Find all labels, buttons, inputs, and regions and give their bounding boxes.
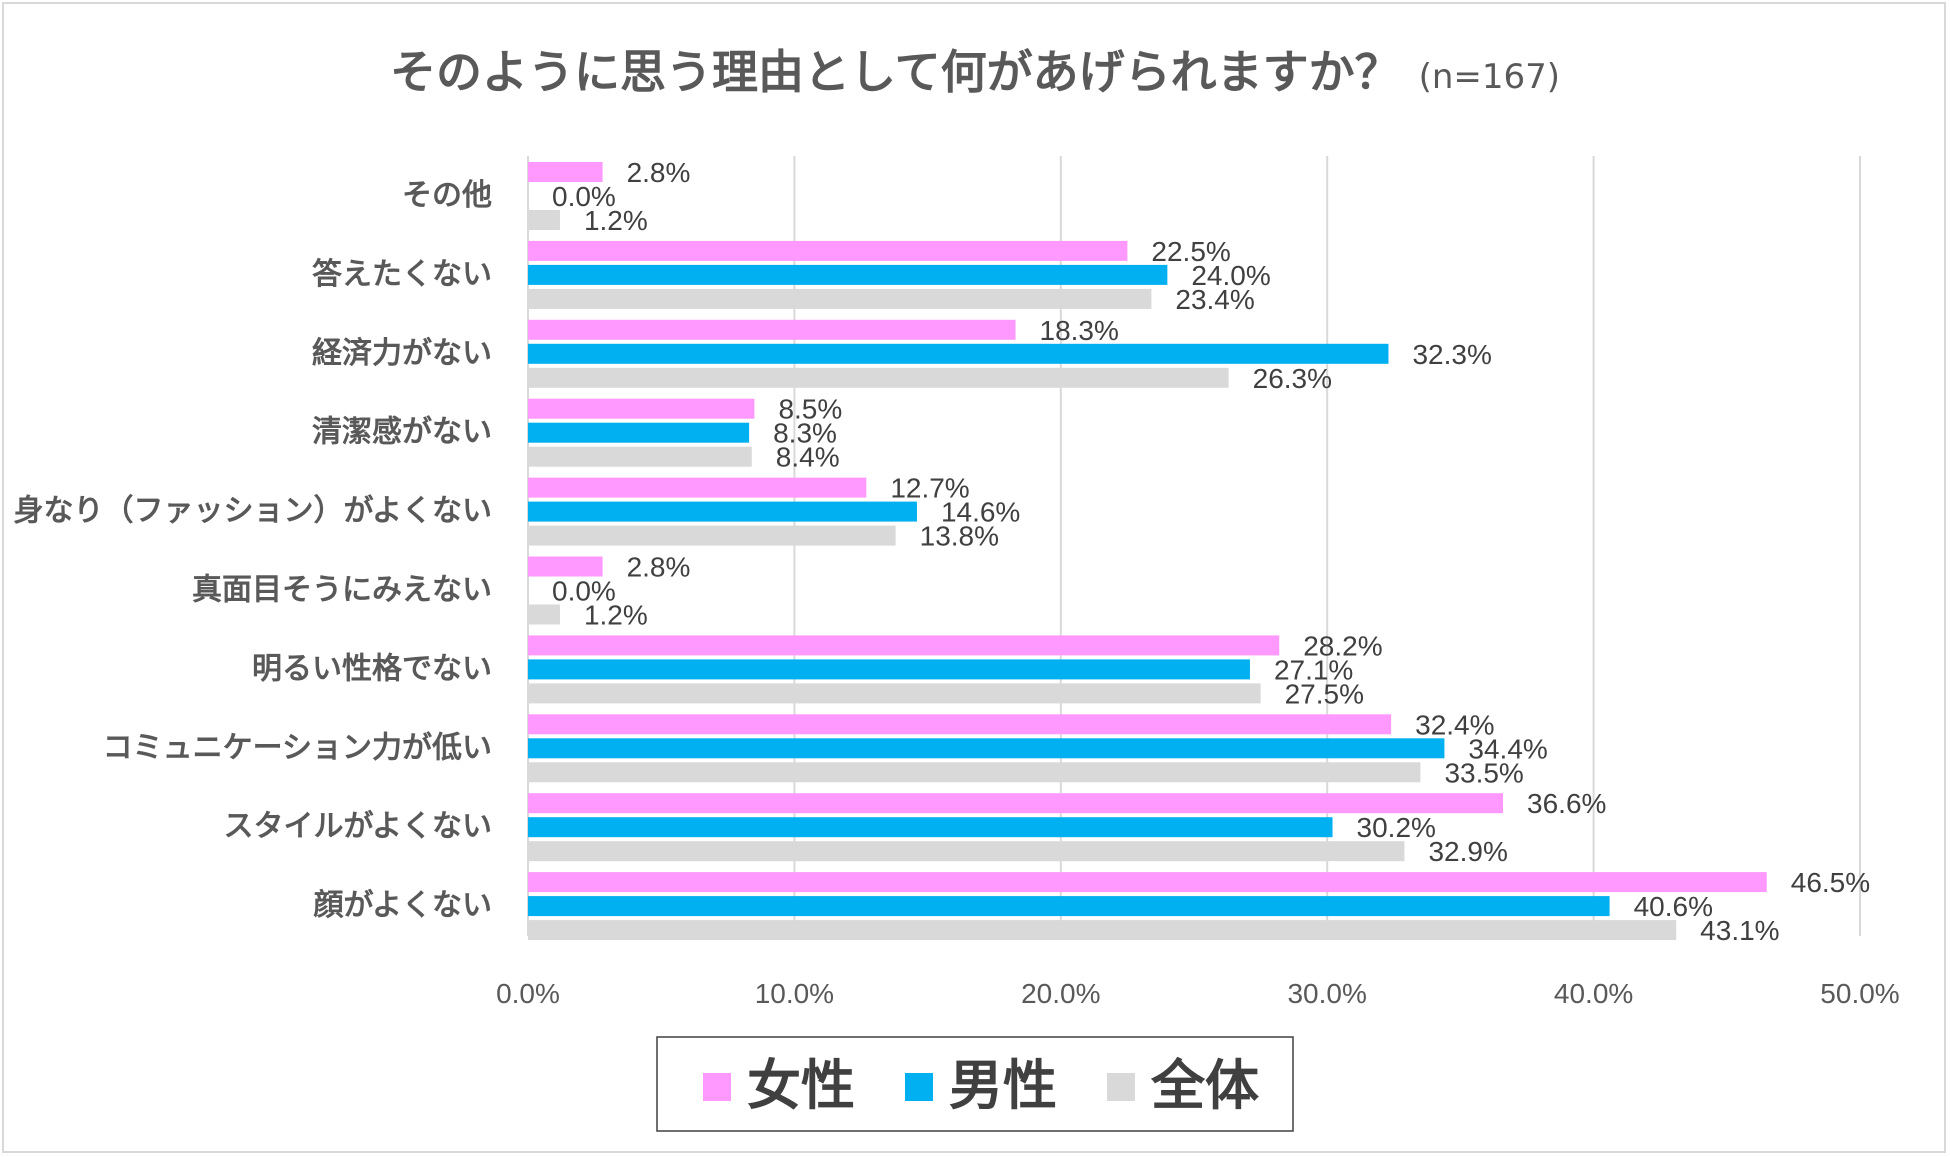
data-label-male: 32.3% [1412,339,1491,370]
category-label: スタイルがよくない [224,809,493,844]
category-label: 真面目そうにみえない [192,573,492,608]
data-label-all: 32.9% [1428,836,1507,867]
bar-all [528,841,1405,862]
chart-title-sample-size: (n=167) [1419,57,1560,97]
bar-all [528,920,1677,941]
data-label-all: 33.5% [1444,757,1523,788]
legend-box [656,1036,1294,1132]
category-label: 経済力がない [312,336,492,371]
data-label-all: 23.4% [1175,284,1254,315]
data-label-male: 34.4% [1468,733,1547,764]
data-labels: 2.8%0.0%1.2%22.5%24.0%23.4%18.3%32.3%26.… [552,157,1870,946]
category-label: 清潔感がない [312,415,492,450]
x-axis-ticks: 0.0% 10.0% 20.0% 30.0% 40.0% 50.0% [496,978,1900,1009]
bar-female [528,714,1392,735]
bar-male [528,817,1333,838]
legend-label-female: 女性 [747,1054,855,1117]
category-label: 答えたくない [312,257,492,292]
bar-all [528,604,560,625]
bar-all [528,525,896,546]
category-label: 身なり（ファッション）がよくない [14,494,493,529]
chart-title: そのように思う理由として何があげられますか？ (n=167) [390,45,1560,99]
bar-all [528,210,560,230]
legend-swatch-male [905,1073,933,1101]
legend-label-all: 全体 [1150,1054,1259,1117]
category-label: 顔がよくない [314,888,493,923]
bar-all [528,446,752,467]
bar-male [528,264,1168,285]
data-label-female: 8.5% [778,394,842,425]
legend-swatch-female [703,1073,731,1101]
data-label-male: 0.0% [552,576,616,607]
legend-item-male: 男性 [905,1054,1057,1117]
bar-all [528,762,1421,783]
data-label-female: 36.6% [1527,788,1606,819]
data-label-all: 26.3% [1253,363,1332,394]
data-label-male: 40.6% [1634,891,1713,922]
chart-title-main: そのように思う理由として何があげられますか？ [390,45,1401,99]
category-label: コミュニケーション力が低い [103,730,492,765]
data-label-all: 1.2% [584,205,648,236]
legend: 女性 男性 全体 [656,1036,1294,1132]
bar-all [528,683,1261,704]
bar-male [528,422,750,443]
data-label-male: 8.3% [773,418,837,449]
x-tick-label: 10.0% [755,978,834,1009]
bar-female [528,477,867,498]
x-tick-label: 40.0% [1554,978,1633,1009]
bar-all [528,288,1152,309]
bar-male [528,738,1445,759]
data-label-female: 28.2% [1303,630,1382,661]
legend-item-female: 女性 [703,1054,855,1117]
bar-female [528,162,603,182]
category-labels: その他答えたくない経済力がない清潔感がない身なり（ファッション）がよくない真面目… [14,178,493,923]
data-label-male: 24.0% [1191,260,1270,291]
bar-female [528,240,1128,261]
data-label-female: 32.4% [1415,709,1494,740]
category-label: その他 [402,178,492,213]
data-label-female: 12.7% [890,473,969,504]
bar-female [528,398,755,419]
bar-male [528,659,1250,680]
bar-male [528,501,917,522]
x-tick-label: 50.0% [1820,978,1899,1009]
data-label-female: 18.3% [1040,315,1119,346]
data-label-male: 27.1% [1274,654,1353,685]
data-label-female: 2.8% [627,157,691,188]
bar-female [528,793,1504,814]
data-label-male: 0.0% [552,181,616,212]
bar-all [528,367,1229,388]
data-label-female: 2.8% [627,552,691,583]
data-label-male: 30.2% [1357,812,1436,843]
bar-female [528,872,1767,893]
data-label-all: 8.4% [776,442,840,473]
bar-male [528,343,1389,364]
data-label-all: 43.1% [1700,915,1779,946]
bar-female [528,635,1280,656]
x-tick-label: 0.0% [496,978,560,1009]
bar-female [528,319,1016,340]
x-tick-label: 20.0% [1021,978,1100,1009]
data-label-all: 1.2% [584,600,648,631]
bars [528,162,1767,941]
legend-item-all: 全体 [1107,1054,1259,1117]
data-label-female: 22.5% [1151,236,1230,267]
bar-female [528,556,603,577]
bar-male [528,896,1610,917]
legend-label-male: 男性 [949,1054,1057,1117]
data-label-all: 27.5% [1285,678,1364,709]
category-label: 明るい性格でない [252,651,492,686]
data-label-female: 46.5% [1791,867,1870,898]
x-tick-label: 30.0% [1287,978,1366,1009]
data-label-male: 14.6% [941,497,1020,528]
legend-swatch-all [1107,1073,1135,1101]
data-label-all: 13.8% [920,521,999,552]
